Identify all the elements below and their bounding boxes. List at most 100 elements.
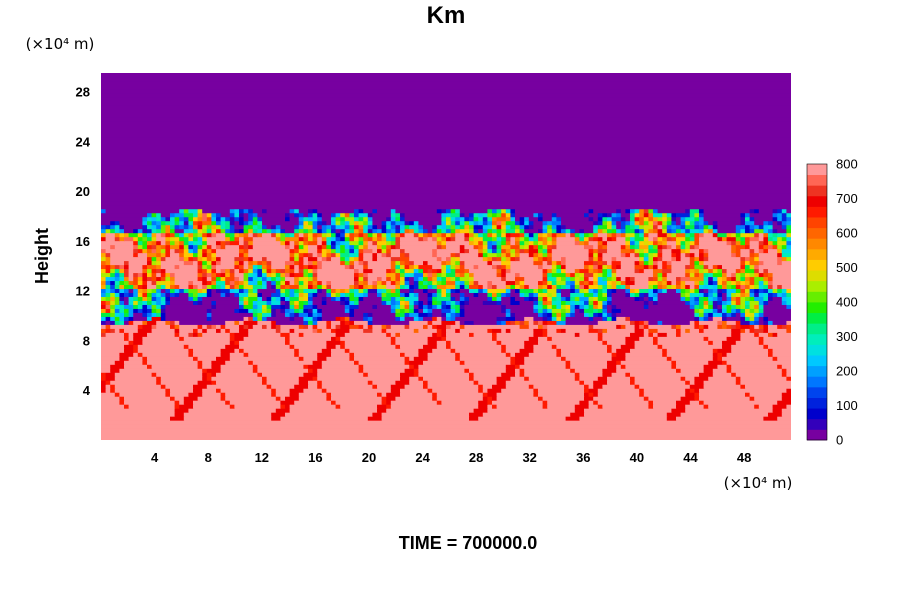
field-cell xyxy=(533,240,539,246)
field-cell xyxy=(294,400,332,405)
field-cell xyxy=(229,216,235,222)
field-cell xyxy=(354,276,360,282)
field-cell xyxy=(229,328,240,333)
field-cell xyxy=(317,224,323,230)
field-cell xyxy=(395,264,401,270)
field-cell xyxy=(206,316,212,321)
field-cell xyxy=(662,220,668,226)
field-cell xyxy=(234,232,240,238)
field-cell xyxy=(280,272,286,278)
field-cell xyxy=(436,256,442,262)
field-cell xyxy=(229,224,235,230)
field-cell xyxy=(390,268,396,274)
field-cell xyxy=(519,292,525,297)
field-cell xyxy=(473,280,479,286)
field-cell xyxy=(248,332,281,337)
field-cell xyxy=(432,224,438,230)
field-cell xyxy=(206,248,212,254)
field-cell xyxy=(455,236,465,242)
field-cell xyxy=(524,280,539,286)
field-cell xyxy=(519,256,534,262)
field-cell xyxy=(211,248,217,254)
field-cell xyxy=(409,252,433,258)
field-cell xyxy=(515,368,521,373)
field-cell xyxy=(303,284,309,290)
field-cell xyxy=(101,148,791,154)
field-cell xyxy=(487,388,502,393)
field-cell xyxy=(165,280,171,286)
field-cell xyxy=(731,304,737,309)
field-cell xyxy=(340,324,350,329)
field-cell xyxy=(404,300,410,305)
field-cell xyxy=(666,244,672,250)
field-cell xyxy=(124,360,143,365)
field-cell xyxy=(326,240,332,246)
field-cell xyxy=(137,296,143,301)
field-cell xyxy=(469,232,475,238)
field-cell xyxy=(220,388,272,393)
field-cell xyxy=(298,228,304,234)
field-cell xyxy=(634,376,682,381)
field-cell xyxy=(685,296,691,301)
field-cell xyxy=(124,308,130,313)
field-cell xyxy=(285,272,291,278)
field-cell xyxy=(390,400,438,405)
field-cell xyxy=(726,316,741,321)
field-cell xyxy=(216,328,222,333)
field-cell xyxy=(340,224,346,230)
field-cell xyxy=(717,304,723,309)
field-cell xyxy=(735,296,741,301)
field-cell xyxy=(418,292,429,297)
field-cell xyxy=(551,252,590,258)
field-cell xyxy=(538,228,544,234)
field-cell xyxy=(510,268,544,274)
field-cell xyxy=(101,400,120,405)
field-cell xyxy=(666,216,672,222)
field-cell xyxy=(363,324,369,329)
field-cell xyxy=(745,308,751,313)
field-cell xyxy=(317,264,323,270)
field-cell xyxy=(685,252,691,258)
field-cell xyxy=(722,264,741,270)
field-cell xyxy=(597,280,608,286)
field-cell xyxy=(335,232,341,238)
field-cell xyxy=(216,300,240,305)
field-cell xyxy=(689,256,695,262)
field-cell xyxy=(358,284,364,290)
field-cell xyxy=(459,304,465,309)
field-cell xyxy=(634,220,640,226)
field-cell xyxy=(542,272,548,278)
field-cell xyxy=(413,300,419,305)
field-cell xyxy=(349,288,355,293)
field-cell xyxy=(409,260,415,266)
field-cell xyxy=(202,208,231,214)
field-cell xyxy=(528,216,539,222)
field-cell xyxy=(464,304,502,309)
field-cell xyxy=(427,296,433,301)
field-cell xyxy=(478,220,484,226)
field-cell xyxy=(101,344,125,349)
field-cell xyxy=(689,300,695,305)
field-cell xyxy=(735,304,741,309)
field-cell xyxy=(722,340,737,345)
field-cell xyxy=(643,240,649,246)
field-cell xyxy=(344,212,350,218)
field-cell xyxy=(643,320,649,325)
field-cell xyxy=(151,280,157,286)
field-cell xyxy=(128,264,143,270)
field-cell xyxy=(763,220,769,226)
field-cell xyxy=(501,388,534,393)
field-cell xyxy=(202,244,208,250)
field-cell xyxy=(105,376,116,381)
field-cell xyxy=(229,400,281,405)
field-cell xyxy=(436,232,442,238)
field-cell xyxy=(354,264,364,270)
field-cell xyxy=(252,220,258,226)
field-cell xyxy=(229,228,235,234)
field-cell xyxy=(101,436,791,440)
field-cell xyxy=(400,264,406,270)
field-cell xyxy=(574,312,585,317)
field-cell xyxy=(657,228,663,234)
field-cell xyxy=(436,396,484,401)
field-cell xyxy=(165,244,171,250)
